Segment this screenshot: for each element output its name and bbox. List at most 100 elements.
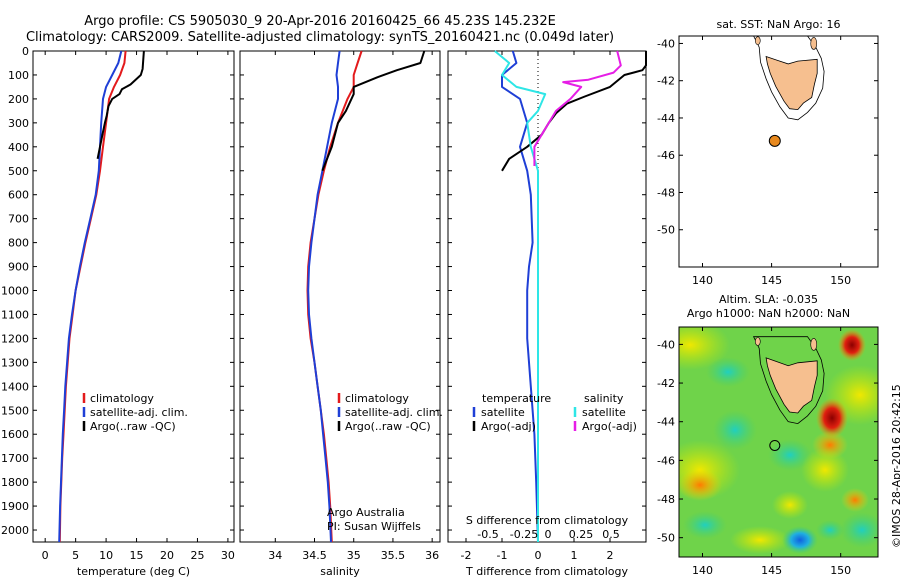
- x-tick-label: 10: [99, 549, 113, 562]
- legend-header: salinity: [584, 392, 624, 405]
- series-line-satellite-adj--clim-: [307, 50, 341, 543]
- profile-panel-2: 34 34.5 35 35.5 36 salinity climatologysatelli…: [239, 50, 443, 578]
- series-line-climatology: [306, 50, 363, 543]
- legend-label: climatology: [90, 392, 154, 405]
- y-tick-label: 1900: [1, 500, 29, 513]
- map-y-tick-label: -46: [657, 149, 675, 162]
- tasmania-landmass: [765, 357, 818, 414]
- map-x-tick-label: 140: [692, 274, 713, 287]
- title-line-1: Argo profile: CS 5905030_9 20-Apr-2016 2…: [84, 14, 556, 29]
- series-line-argo--adj-: [501, 51, 647, 172]
- legend-label: climatology: [345, 392, 409, 405]
- flinders-island: [810, 338, 818, 351]
- series-line-satellite: [494, 50, 547, 542]
- legend-label: Argo(..raw -QC): [345, 420, 431, 433]
- series-line-argo--adj-: [533, 50, 622, 166]
- y-tick-label: 1600: [1, 428, 29, 441]
- map-panel-1: 140 145 150 -40 -42 -44 -46 -48 -50 sat. SST: NaN…: [657, 18, 879, 287]
- x-tick-label: 15: [130, 549, 144, 562]
- king-island: [754, 36, 761, 45]
- title-line-2: Climatology: CARS2009. Satellite-adjuste…: [25, 30, 615, 45]
- x-tick-label: 34: [268, 549, 282, 562]
- y-tick-label: 700: [8, 213, 29, 226]
- y-tick-label: 400: [8, 141, 29, 154]
- y-tick-label: 0: [22, 45, 29, 58]
- map-y-tick-label: -50: [657, 532, 675, 545]
- panel-frame: [32, 50, 235, 543]
- sla-anomaly-patch: [730, 526, 790, 554]
- map-x-tick-label: 140: [692, 564, 713, 577]
- legend-label: satellite: [481, 406, 525, 419]
- legend-label: Argo(-adj): [481, 420, 536, 433]
- x-tick-label: 35.5: [381, 549, 406, 562]
- sla-anomaly-patch: [816, 520, 844, 540]
- y-tick-label: 1100: [1, 308, 29, 321]
- king-island: [754, 337, 761, 346]
- x-tick-label: 34.5: [302, 549, 327, 562]
- legend-label: Argo(-adj): [582, 420, 637, 433]
- map-x-tick-label: 150: [830, 274, 851, 287]
- panel-frame: [447, 50, 647, 543]
- top-tick-label: 0.25: [569, 528, 594, 541]
- map-x-tick-label: 145: [761, 564, 782, 577]
- y-tick-label: 500: [8, 165, 29, 178]
- y-tick-label: 1200: [1, 332, 29, 345]
- map-x-tick-label: 145: [761, 274, 782, 287]
- x-tick-label: 25: [190, 549, 204, 562]
- sla-anomaly-patch: [683, 511, 727, 539]
- x-tick-label: -2: [461, 549, 472, 562]
- sla-anomaly-patch: [713, 410, 757, 450]
- y-tick-label: 900: [8, 261, 29, 274]
- y-tick-label: 1300: [1, 356, 29, 369]
- legend-label: satellite-adj. clim.: [345, 406, 443, 419]
- y-tick-label: 1000: [1, 285, 29, 298]
- series-line-argo---raw--qc-: [321, 50, 426, 172]
- argo-float-marker: [768, 134, 781, 147]
- timestamp-stamp: ©IMOS 28-Apr-2016 20:42:15: [890, 384, 900, 548]
- map-frame: [678, 35, 879, 268]
- sla-anomaly-patch: [841, 488, 869, 512]
- map-y-tick-label: -48: [657, 493, 675, 506]
- legend-label: Argo(..raw -QC): [90, 420, 176, 433]
- y-tick-label: 200: [8, 93, 29, 106]
- argo-float-marker: [769, 439, 781, 451]
- tasmania-landmass: [765, 55, 818, 111]
- x-tick-label: 0: [535, 549, 542, 562]
- series-line-satellite: [501, 50, 539, 543]
- y-tick-label: 2000: [1, 524, 29, 537]
- top-tick-label: -0.5: [477, 528, 498, 541]
- sla-anomaly-patch: [816, 398, 848, 438]
- series-line-argo---raw--qc-: [96, 50, 145, 159]
- x-axis-label: salinity: [320, 565, 360, 578]
- x-tick-label: -1: [497, 549, 508, 562]
- top-tick-label: -0.25: [510, 528, 538, 541]
- top-tick-label: 0.5: [602, 528, 620, 541]
- map-title: Argo h1000: NaN h2000: NaN: [687, 307, 850, 320]
- x-tick-label: 20: [160, 549, 174, 562]
- sla-anomaly-patch: [772, 491, 808, 519]
- legend-label: satellite: [582, 406, 626, 419]
- y-tick-label: 100: [8, 69, 29, 82]
- y-tick-label: 300: [8, 117, 29, 130]
- sla-anomaly-patch: [679, 469, 722, 501]
- y-tick-label: 600: [8, 189, 29, 202]
- x-tick-label: 5: [72, 549, 79, 562]
- y-tick-label: 1400: [1, 380, 29, 393]
- shelf-contour: [752, 336, 825, 425]
- sla-anomaly-patch: [838, 329, 866, 361]
- x-tick-label: 36: [425, 549, 439, 562]
- profile-panel-3: -2 -1 0 1 2 T difference from climatology temp…: [447, 50, 647, 578]
- shelf-contour: [752, 35, 825, 121]
- legend-header: temperature: [482, 392, 551, 405]
- sla-anomaly-patch: [782, 526, 818, 554]
- top-tick-label: 0: [545, 528, 552, 541]
- flinders-island: [810, 37, 818, 50]
- x-tick-label: 1: [571, 549, 578, 562]
- map-y-tick-label: -40: [657, 338, 675, 351]
- map-x-tick-label: 150: [830, 564, 851, 577]
- profile-panel-1: 0 5 10 15 20 25 30 temperature (deg C) 0 100 200 30…: [1, 45, 235, 578]
- map-y-tick-label: -42: [657, 75, 675, 88]
- sla-anomaly-patch: [801, 448, 849, 492]
- y-tick-label: 800: [8, 237, 29, 250]
